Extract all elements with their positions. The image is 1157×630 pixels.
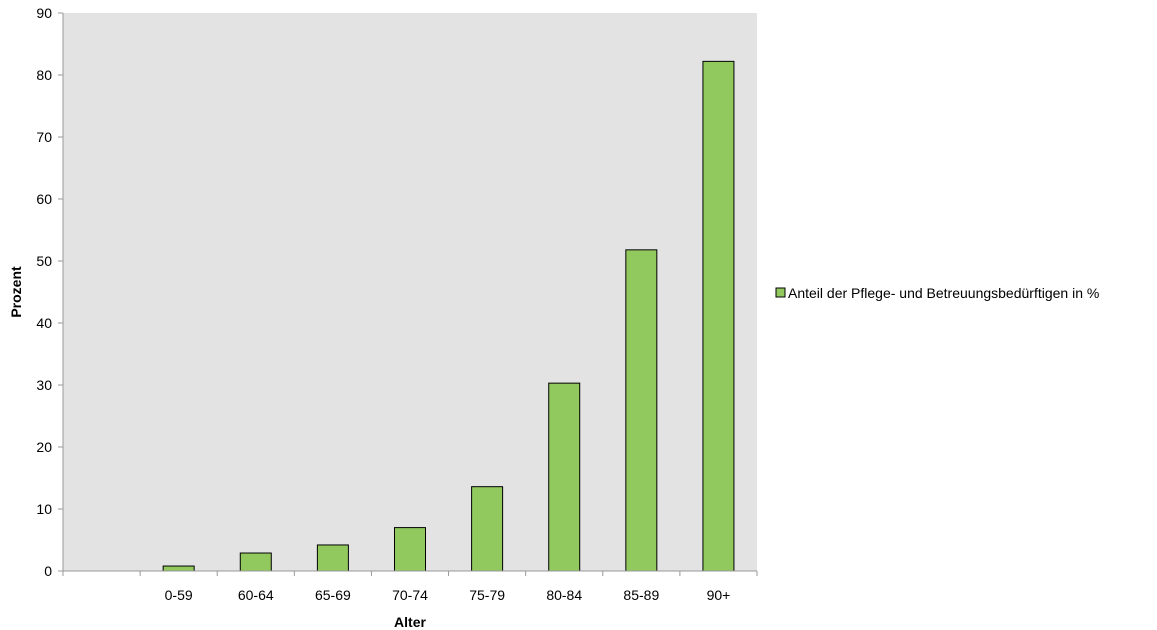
x-tick-label: 80-84 bbox=[546, 587, 582, 603]
x-tick-label: 60-64 bbox=[238, 587, 274, 603]
x-tick-label: 70-74 bbox=[392, 587, 428, 603]
x-tick-label: 65-69 bbox=[315, 587, 351, 603]
bar-0-59 bbox=[163, 566, 194, 571]
x-ticks-group: 0-59 60-64 65-69 70-74 75-79 80-84 85-89 90+ bbox=[63, 571, 757, 603]
bar-75-79 bbox=[472, 487, 503, 571]
x-tick-label: 85-89 bbox=[623, 587, 659, 603]
legend: Anteil der Pflege- und Betreuungsbedürft… bbox=[776, 285, 1099, 301]
y-axis-title: Prozent bbox=[8, 266, 24, 318]
bar-90+ bbox=[703, 61, 734, 571]
y-tick-label: 50 bbox=[36, 253, 52, 269]
y-tick-label: 60 bbox=[36, 191, 52, 207]
x-axis-title: Alter bbox=[394, 614, 426, 630]
bar-85-89 bbox=[626, 250, 657, 571]
bar-80-84 bbox=[549, 383, 580, 571]
x-tick-label: 75-79 bbox=[469, 587, 505, 603]
x-tick-label: 0-59 bbox=[165, 587, 193, 603]
bar-65-69 bbox=[317, 545, 348, 571]
y-tick-label: 0 bbox=[44, 563, 52, 579]
bar-60-64 bbox=[240, 553, 271, 571]
y-tick-label: 70 bbox=[36, 129, 52, 145]
y-tick-label: 30 bbox=[36, 377, 52, 393]
y-ticks-group: 0 10 20 30 40 50 60 70 80 90 bbox=[36, 5, 63, 579]
legend-label: Anteil der Pflege- und Betreuungsbedürft… bbox=[788, 285, 1099, 301]
y-tick-label: 90 bbox=[36, 5, 52, 21]
legend-swatch bbox=[776, 288, 785, 297]
y-tick-label: 80 bbox=[36, 67, 52, 83]
x-tick-label: 90+ bbox=[707, 587, 731, 603]
y-tick-label: 40 bbox=[36, 315, 52, 331]
bar-70-74 bbox=[395, 528, 426, 571]
y-tick-label: 20 bbox=[36, 439, 52, 455]
y-tick-label: 10 bbox=[36, 501, 52, 517]
